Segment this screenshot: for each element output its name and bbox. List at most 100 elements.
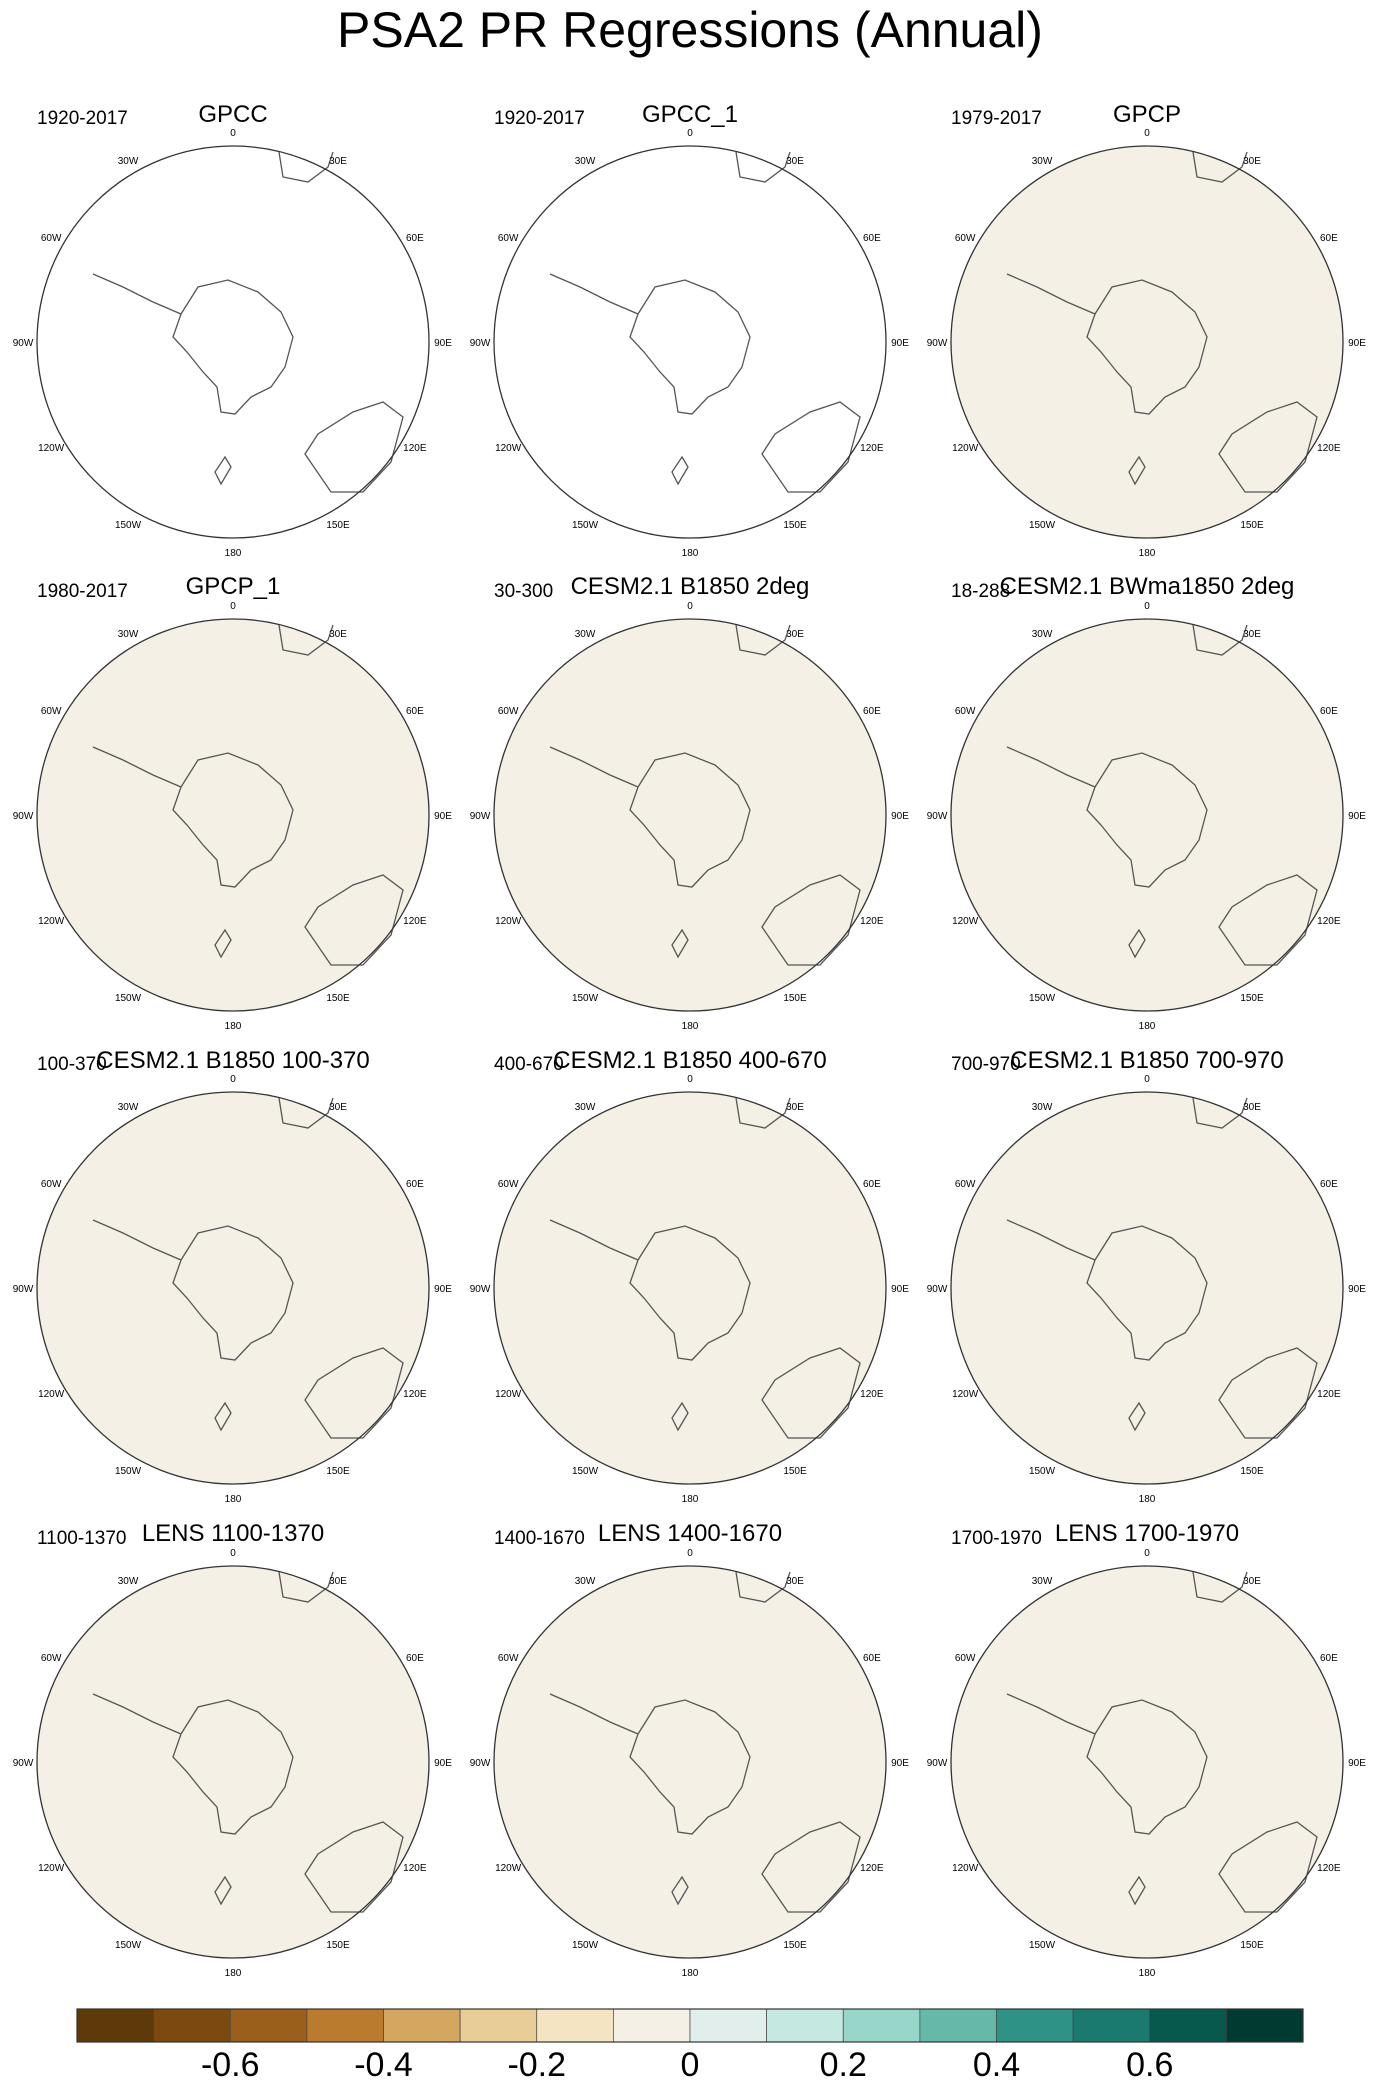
longitude-label: 90W (927, 1284, 948, 1295)
longitude-label: 60E (863, 1179, 881, 1190)
longitude-label: 120E (1317, 443, 1341, 454)
australia-coastline (1218, 874, 1318, 966)
map-disk (951, 1092, 1343, 1484)
longitude-label: 150W (115, 1466, 142, 1477)
new-zealand-coastline (671, 928, 689, 959)
longitude-label: 90W (470, 811, 491, 822)
longitude-label: 150W (1029, 1940, 1056, 1951)
antarctica-coastline (172, 1699, 294, 1835)
longitude-label: 90W (13, 1284, 34, 1295)
longitude-label: 30W (1032, 629, 1053, 640)
longitude-label: 60W (41, 233, 62, 244)
longitude-label: 180 (1139, 1021, 1156, 1032)
new-zealand-coastline (1128, 1401, 1146, 1432)
longitude-label: 30W (575, 156, 596, 167)
longitude-label: 120W (495, 1389, 522, 1400)
longitude-label: 120W (495, 443, 522, 454)
map-disk (951, 1566, 1343, 1958)
map-disk (37, 619, 429, 1011)
longitude-label: 60E (406, 233, 424, 244)
map-boundary (493, 618, 887, 1012)
longitude-label: 60E (406, 1179, 424, 1190)
longitude-label: 150W (572, 993, 599, 1004)
longitude-label: 90E (434, 1284, 452, 1295)
longitude-label: 120W (495, 916, 522, 927)
map-boundary (950, 618, 1344, 1012)
longitude-label: 150E (783, 993, 807, 1004)
panel-period: 1979-2017 (951, 108, 1042, 129)
map-boundary (950, 1565, 1344, 1959)
longitude-label: 0 (1144, 128, 1150, 139)
longitude-label: 150W (115, 520, 142, 531)
longitude-label: 0 (230, 601, 236, 612)
antarctica-coastline (629, 752, 751, 888)
longitude-label: 30E (786, 1576, 804, 1587)
longitude-label: 90W (13, 811, 34, 822)
new-zealand-coastline (214, 1401, 232, 1432)
south-america-coastline (549, 1693, 639, 1735)
map-disk (494, 1092, 886, 1484)
panel-period: 30-300 (494, 581, 553, 602)
australia-coastline (761, 874, 861, 966)
australia-coastline (304, 874, 404, 966)
map-panel: LENS 1700-1970 1700-1970 0 30E 60E 90E 120E 150… (927, 1520, 1367, 1979)
longitude-label: 120E (1317, 1389, 1341, 1400)
longitude-label: 60E (406, 1653, 424, 1664)
africa-coastline (735, 1097, 791, 1129)
longitude-label: 60W (41, 706, 62, 717)
longitude-label: 180 (682, 1968, 699, 1979)
longitude-label: 60W (498, 233, 519, 244)
map-disk (37, 1092, 429, 1484)
longitude-label: 60E (863, 233, 881, 244)
longitude-label: 90E (891, 1758, 909, 1769)
longitude-label: 60W (41, 1653, 62, 1664)
longitude-label: 120E (1317, 1863, 1341, 1874)
longitude-label: 0 (687, 128, 693, 139)
longitude-label: 120W (38, 916, 65, 927)
antarctica-coastline (629, 1699, 751, 1835)
longitude-label: 120W (952, 443, 979, 454)
longitude-label: 120W (38, 1389, 65, 1400)
longitude-label: 30E (329, 629, 347, 640)
longitude-label: 60W (955, 1179, 976, 1190)
map-boundary (493, 1091, 887, 1485)
longitude-label: 30W (1032, 1576, 1053, 1587)
australia-coastline (1218, 1821, 1318, 1913)
longitude-label: 30W (575, 1576, 596, 1587)
longitude-label: 120E (1317, 916, 1341, 927)
longitude-label: 150E (326, 1466, 350, 1477)
panel-period: 1700-1970 (951, 1528, 1042, 1549)
panel-period: 18-288 (951, 581, 1010, 602)
antarctica-coastline (172, 279, 294, 415)
longitude-label: 30E (329, 156, 347, 167)
longitude-label: 90E (434, 1758, 452, 1769)
panel-title: GPCP_1 (186, 573, 281, 600)
longitude-label: 30W (118, 629, 139, 640)
new-zealand-coastline (1128, 928, 1146, 959)
figure-title: PSA2 PR Regressions (Annual) (337, 2, 1043, 58)
longitude-label: 150W (115, 1940, 142, 1951)
longitude-label: 30W (575, 629, 596, 640)
longitude-label: 90E (891, 338, 909, 349)
longitude-label: 30E (1243, 156, 1261, 167)
longitude-label: 90E (1348, 811, 1366, 822)
longitude-label: 30E (1243, 1576, 1261, 1587)
longitude-label: 180 (225, 548, 242, 559)
longitude-label: 180 (1139, 1968, 1156, 1979)
longitude-label: 60W (955, 706, 976, 717)
longitude-label: 30E (1243, 629, 1261, 640)
map-panel: GPCC 1920-2017 0 30E 60E 90E 120E 150E 180 150W 12… (13, 101, 453, 559)
longitude-label: 30E (1243, 1102, 1261, 1113)
antarctica-coastline (629, 279, 751, 415)
longitude-label: 90E (434, 811, 452, 822)
panel-title: CESM2.1 B1850 2deg (571, 573, 810, 600)
panel-period: 1920-2017 (37, 108, 128, 129)
map-disk (494, 619, 886, 1011)
panel-title: GPCP (1113, 101, 1181, 128)
longitude-label: 150E (783, 1940, 807, 1951)
australia-coastline (304, 1347, 404, 1439)
longitude-label: 150W (572, 520, 599, 531)
